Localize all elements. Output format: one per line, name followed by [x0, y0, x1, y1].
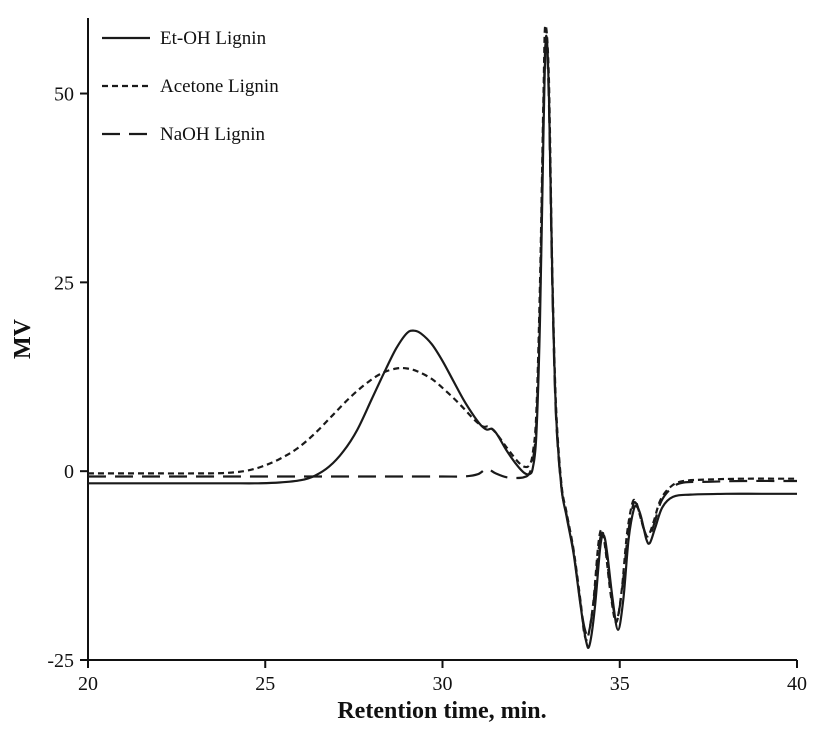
legend-label-2: NaOH Lignin [160, 124, 266, 145]
x-tick-label: 35 [610, 673, 630, 695]
series-line-1 [87, 24, 798, 641]
y-tick-label: 0 [64, 461, 74, 483]
legend-label-0: Et-OH Lignin [160, 28, 267, 49]
plot-area: -25 0 25 50 20 25 30 35 40 Et-OH Lignin Acetone Li… [47, 18, 807, 695]
series-line-2 [87, 39, 798, 637]
y-tick-label: 50 [54, 84, 74, 106]
x-tick-label: 20 [78, 673, 98, 695]
x-tick-label: 30 [433, 673, 453, 695]
y-tick-label: -25 [47, 650, 74, 672]
x-tick-label: 40 [787, 673, 807, 695]
y-tick-label: 25 [54, 272, 74, 294]
x-axis-title: Retention time, min. [337, 698, 546, 724]
y-axis-title: MV [10, 318, 36, 359]
x-tick-label: 25 [255, 673, 275, 695]
legend-label-1: Acetone Lignin [160, 76, 279, 97]
